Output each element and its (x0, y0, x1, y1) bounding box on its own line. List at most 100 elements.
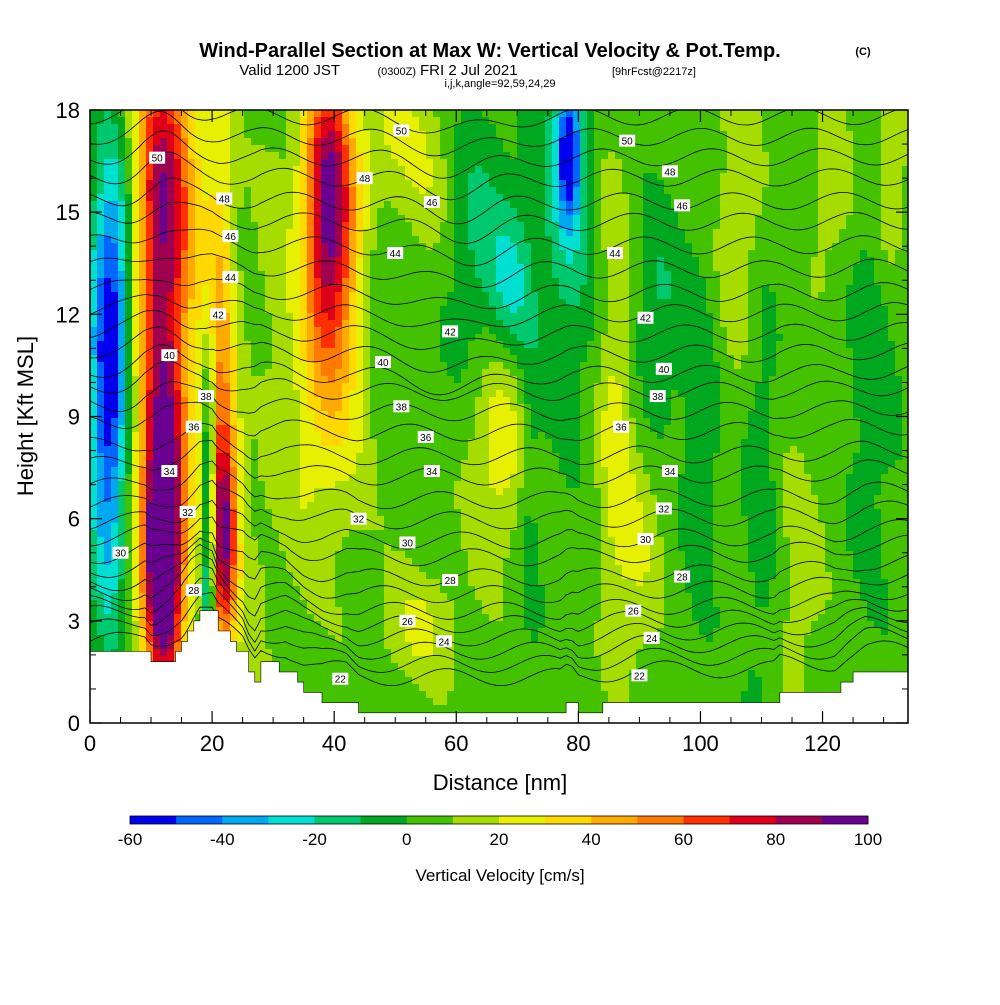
velocity-cell (867, 369, 875, 377)
velocity-cell (496, 278, 504, 286)
velocity-cell (811, 383, 819, 391)
velocity-cell (713, 124, 721, 132)
velocity-cell (895, 390, 903, 398)
velocity-cell (293, 383, 301, 391)
velocity-cell (118, 264, 126, 272)
velocity-cell (580, 152, 588, 160)
velocity-cell (293, 327, 301, 335)
velocity-cell (741, 355, 749, 363)
velocity-cell (853, 236, 861, 244)
velocity-cell (839, 180, 847, 188)
velocity-cell (650, 313, 658, 321)
velocity-cell (104, 124, 112, 132)
velocity-cell (265, 257, 273, 265)
velocity-cell (524, 145, 532, 153)
velocity-cell (566, 229, 574, 237)
velocity-cell (314, 355, 322, 363)
velocity-cell (384, 369, 392, 377)
velocity-cell (860, 299, 868, 307)
subtitle-date: FRI 2 Jul 2021 (420, 62, 518, 79)
velocity-cell (188, 278, 196, 286)
velocity-cell (209, 243, 217, 251)
velocity-cell (440, 278, 448, 286)
velocity-cell (321, 215, 329, 223)
velocity-cell (153, 229, 161, 237)
velocity-cell (748, 187, 756, 195)
velocity-cell (510, 348, 518, 356)
velocity-cell (356, 376, 364, 384)
velocity-cell (587, 208, 595, 216)
velocity-cell (356, 138, 364, 146)
velocity-cell (699, 194, 707, 202)
velocity-cell (272, 152, 280, 160)
velocity-cell (615, 355, 623, 363)
velocity-cell (300, 306, 308, 314)
velocity-cell (811, 313, 819, 321)
velocity-cell (559, 362, 567, 370)
velocity-cell (832, 187, 840, 195)
velocity-cell (832, 145, 840, 153)
velocity-cell (342, 152, 350, 160)
velocity-cell (881, 117, 889, 125)
velocity-cell (741, 187, 749, 195)
velocity-cell (391, 271, 399, 279)
velocity-cell (559, 257, 567, 265)
velocity-cell (580, 341, 588, 349)
velocity-cell (678, 117, 686, 125)
velocity-cell (398, 334, 406, 342)
velocity-cell (391, 327, 399, 335)
velocity-cell (804, 306, 812, 314)
velocity-cell (468, 292, 476, 300)
velocity-cell (622, 173, 630, 181)
velocity-cell (454, 348, 462, 356)
velocity-cell (608, 285, 616, 293)
velocity-cell (342, 166, 350, 174)
velocity-cell (552, 215, 560, 223)
velocity-cell (188, 208, 196, 216)
velocity-cell (825, 264, 833, 272)
velocity-cell (195, 313, 203, 321)
velocity-cell (153, 173, 161, 181)
velocity-cell (195, 138, 203, 146)
velocity-cell (503, 278, 511, 286)
velocity-cell (447, 285, 455, 293)
velocity-cell (671, 194, 679, 202)
velocity-cell (720, 145, 728, 153)
velocity-cell (370, 187, 378, 195)
velocity-cell (594, 208, 602, 216)
velocity-cell (720, 369, 728, 377)
velocity-cell (293, 187, 301, 195)
velocity-cell (237, 369, 245, 377)
velocity-cell (741, 152, 749, 160)
velocity-cell (125, 243, 133, 251)
velocity-cell (237, 320, 245, 328)
velocity-cell (391, 236, 399, 244)
velocity-cell (790, 201, 798, 209)
velocity-cell (335, 341, 343, 349)
velocity-cell (566, 292, 574, 300)
velocity-cell (167, 243, 175, 251)
velocity-cell (776, 208, 784, 216)
velocity-cell (790, 117, 798, 125)
velocity-cell (587, 271, 595, 279)
velocity-cell (699, 236, 707, 244)
velocity-cell (510, 236, 518, 244)
velocity-cell (125, 404, 133, 412)
velocity-cell (426, 306, 434, 314)
velocity-cell (139, 320, 147, 328)
velocity-cell (510, 180, 518, 188)
velocity-cell (251, 404, 259, 412)
velocity-cell (230, 257, 238, 265)
velocity-cell (181, 152, 189, 160)
velocity-cell (566, 208, 574, 216)
velocity-cell (237, 355, 245, 363)
velocity-cell (237, 138, 245, 146)
velocity-cell (258, 243, 266, 251)
velocity-cell (664, 348, 672, 356)
velocity-cell (678, 355, 686, 363)
velocity-cell (517, 145, 525, 153)
velocity-cell (230, 215, 238, 223)
velocity-cell (118, 369, 126, 377)
velocity-cell (867, 362, 875, 370)
velocity-cell (230, 110, 238, 118)
